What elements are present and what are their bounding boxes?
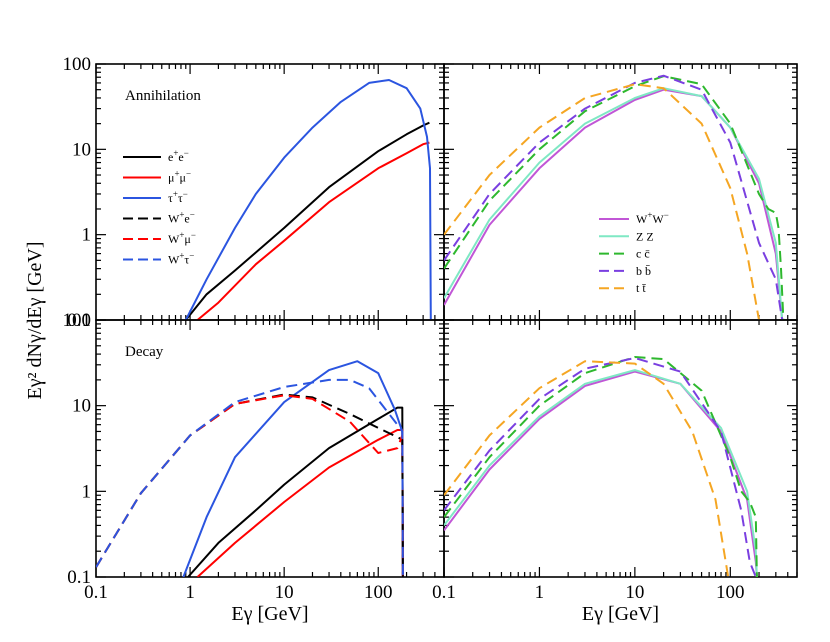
y-tick-label: 1 bbox=[82, 481, 92, 502]
series-line bbox=[444, 356, 758, 577]
y-tick-label: 0.1 bbox=[67, 567, 91, 588]
series-line bbox=[96, 394, 404, 577]
legend-entry: c c̄ bbox=[636, 247, 650, 261]
legend-entry: W+e− bbox=[168, 210, 195, 226]
series-line bbox=[444, 370, 758, 577]
legend-entry: b b̄ bbox=[636, 264, 651, 278]
y-tick-label: 100 bbox=[63, 54, 92, 75]
legend-entry: τ+τ− bbox=[168, 189, 188, 205]
series-line bbox=[444, 74, 784, 320]
series-line bbox=[187, 406, 404, 577]
series-group bbox=[444, 356, 758, 577]
x-tick-label: 10 bbox=[625, 582, 644, 603]
y-tick-label: 1 bbox=[82, 225, 92, 246]
series-line bbox=[185, 121, 430, 320]
series-line bbox=[96, 393, 404, 577]
x-tick-label: 1 bbox=[535, 582, 545, 603]
x-axis-title-left: Eγ [GeV] bbox=[231, 603, 308, 625]
legend: e+e− μ+μ− τ+τ− W+e− W+μ− W+τ− bbox=[123, 148, 196, 267]
x-tick-label: 10 bbox=[275, 582, 294, 603]
series-line bbox=[196, 141, 430, 320]
panel-annihilation-leptons: 0.1 1 10 100 Annihilation e+e− μ+μ− τ+τ− W+e− W+μ… bbox=[63, 54, 445, 331]
series-line bbox=[182, 360, 404, 577]
series-line bbox=[444, 87, 784, 320]
y-tick-label: 0.1 bbox=[67, 310, 91, 331]
y-axis-title: Eγ² dNγ/dEγ [GeV] bbox=[24, 241, 46, 399]
x-axis-title-right: Eγ [GeV] bbox=[582, 603, 659, 625]
series-group bbox=[96, 360, 404, 577]
series-line bbox=[444, 88, 784, 320]
series-line bbox=[444, 357, 757, 577]
series-line bbox=[184, 79, 432, 320]
series-line bbox=[444, 369, 758, 577]
panel-label: Annihilation bbox=[125, 88, 201, 104]
series-line bbox=[444, 83, 760, 320]
x-tick-label: 100 bbox=[364, 582, 393, 603]
series-group bbox=[184, 79, 432, 320]
legend: W+W− Z Z c c̄ b b̄ t t̄ bbox=[599, 210, 669, 295]
y-tick-label: 10 bbox=[72, 396, 91, 417]
series-line bbox=[444, 360, 730, 577]
x-tick-label: 100 bbox=[716, 582, 745, 603]
x-tick-label: 1 bbox=[185, 582, 195, 603]
legend-entry: W+μ− bbox=[168, 230, 196, 246]
series-line bbox=[444, 75, 785, 320]
series-line bbox=[196, 429, 404, 577]
series-group bbox=[444, 74, 785, 320]
legend-entry: t t̄ bbox=[636, 281, 646, 295]
panel-decay-hadrons: 0.1 1 10 100 bbox=[432, 319, 798, 603]
y-tick-label: 10 bbox=[72, 139, 91, 160]
legend-entry: W+W− bbox=[636, 210, 669, 226]
x-tick-label: 0.1 bbox=[432, 582, 456, 603]
panel-annihilation-hadrons: W+W− Z Z c c̄ b b̄ t t̄ bbox=[443, 63, 798, 321]
legend-entry: μ+μ− bbox=[168, 169, 191, 185]
legend-entry: W+τ− bbox=[168, 251, 194, 267]
legend-entry: e+e− bbox=[168, 148, 189, 164]
legend-entry: Z Z bbox=[636, 229, 654, 243]
series-line bbox=[96, 378, 404, 577]
panel-label: Decay bbox=[125, 344, 164, 360]
x-tick-label: 0.1 bbox=[84, 582, 108, 603]
y-tick-label: 100 bbox=[63, 310, 92, 331]
